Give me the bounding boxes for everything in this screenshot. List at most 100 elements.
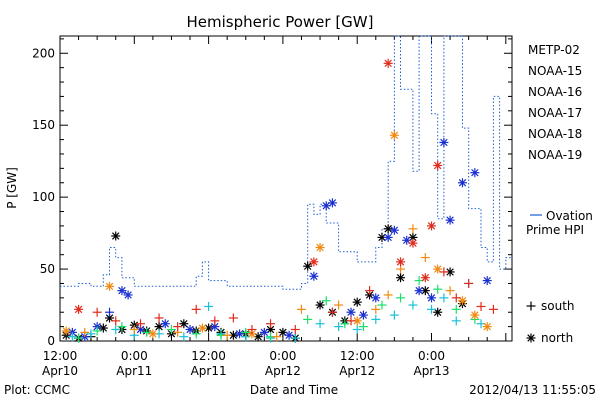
legend: METP-02 NOAA-15 NOAA-16 NOAA-17 NOAA-18 NOAA-… — [526, 43, 582, 345]
north-point — [74, 304, 84, 314]
legend-entry-noaa-19: NOAA-19 — [528, 148, 582, 162]
y-tick-label: 0 — [47, 334, 55, 348]
south-point — [179, 332, 189, 342]
north-point — [185, 324, 195, 334]
south-point — [80, 327, 90, 337]
south-point — [365, 286, 375, 296]
north-point — [98, 323, 108, 333]
north-point — [235, 329, 245, 339]
north-point — [396, 257, 406, 267]
y-tick-label: 100 — [32, 190, 55, 204]
north-point — [470, 310, 480, 320]
south-point — [439, 267, 449, 277]
north-point — [383, 224, 393, 234]
north-point — [445, 267, 455, 277]
x-tick-label-date: Apr12 — [265, 364, 301, 378]
south-point — [166, 324, 176, 334]
north-point — [315, 300, 325, 310]
north-point — [396, 273, 406, 283]
south-point — [476, 301, 486, 311]
north-point — [352, 316, 362, 326]
x-tick-label-time: 12:00 — [43, 349, 78, 363]
chart-title: Hemispheric Power [GW] — [187, 13, 374, 31]
x-tick-label-date: Apr11 — [116, 364, 152, 378]
south-point — [111, 316, 121, 326]
x-tick-label-time: 0:00 — [418, 349, 445, 363]
legend-entry-noaa-17: NOAA-17 — [528, 106, 582, 120]
south-point — [67, 332, 77, 342]
legend-marker-south: south — [541, 299, 575, 313]
south-point — [408, 224, 418, 234]
footer-plot-credit: Plot: CCMC — [4, 383, 70, 397]
south-point — [451, 316, 461, 326]
x-axis-label: Date and Time — [250, 383, 338, 397]
south-point — [427, 304, 437, 314]
series-noaa-18 — [61, 130, 492, 342]
legend-marker-north: north — [541, 331, 573, 345]
north-point — [457, 296, 467, 306]
south-point — [92, 326, 102, 336]
south-point — [247, 324, 257, 334]
legend-north-marker — [526, 333, 536, 343]
north-point — [284, 330, 294, 340]
y-tick-label: 200 — [32, 46, 55, 60]
y-axis: 0 50 100 150 200 — [32, 38, 512, 348]
north-point — [117, 286, 127, 296]
x-tick-label-date: Apr12 — [339, 364, 375, 378]
plot-frame — [59, 35, 513, 342]
x-tick-label-date: Apr11 — [191, 364, 227, 378]
south-point — [358, 322, 368, 332]
south-point — [191, 304, 201, 314]
north-point — [327, 198, 337, 208]
south-point — [290, 333, 300, 343]
south-point — [340, 319, 350, 329]
south-point — [445, 286, 455, 296]
south-point — [135, 319, 145, 329]
north-point — [389, 130, 399, 140]
north-point — [433, 160, 443, 170]
south-point — [222, 330, 232, 340]
south-point — [433, 284, 443, 294]
south-point — [105, 307, 115, 317]
south-point — [321, 296, 331, 306]
y-tick-label: 50 — [40, 262, 55, 276]
series-noaa-17 — [74, 276, 480, 343]
south-point — [296, 304, 306, 314]
y-axis-label: P [GW] — [5, 167, 19, 209]
south-point — [389, 310, 399, 320]
north-point — [408, 238, 418, 248]
south-point — [371, 304, 381, 314]
ovation-legend-label-1: Ovation — [546, 209, 593, 223]
south-point — [396, 293, 406, 303]
north-point — [259, 327, 269, 337]
south-point — [173, 322, 183, 332]
south-point — [420, 253, 430, 263]
south-point — [439, 293, 449, 303]
footer-timestamp: 2012/04/13 11:55:05 — [469, 383, 596, 397]
north-point — [123, 290, 133, 300]
south-point — [464, 278, 474, 288]
north-point — [309, 257, 319, 267]
south-point — [377, 300, 387, 310]
north-point — [433, 307, 443, 317]
north-point — [197, 323, 207, 333]
north-point — [160, 319, 170, 329]
north-point — [111, 231, 121, 241]
south-point — [92, 307, 102, 317]
north-point — [61, 326, 71, 336]
north-point — [433, 264, 443, 274]
south-point — [117, 322, 127, 332]
x-tick-label-time: 0:00 — [269, 349, 296, 363]
north-point — [352, 297, 362, 307]
south-point — [315, 319, 325, 329]
south-point — [371, 314, 381, 324]
north-point — [445, 215, 455, 225]
south-point — [352, 324, 362, 334]
south-point — [451, 304, 461, 314]
x-tick-label-time: 12:00 — [340, 349, 375, 363]
legend-entry-noaa-15: NOAA-15 — [528, 64, 582, 78]
north-point — [179, 319, 189, 329]
north-point — [482, 322, 492, 332]
south-point — [408, 300, 418, 310]
